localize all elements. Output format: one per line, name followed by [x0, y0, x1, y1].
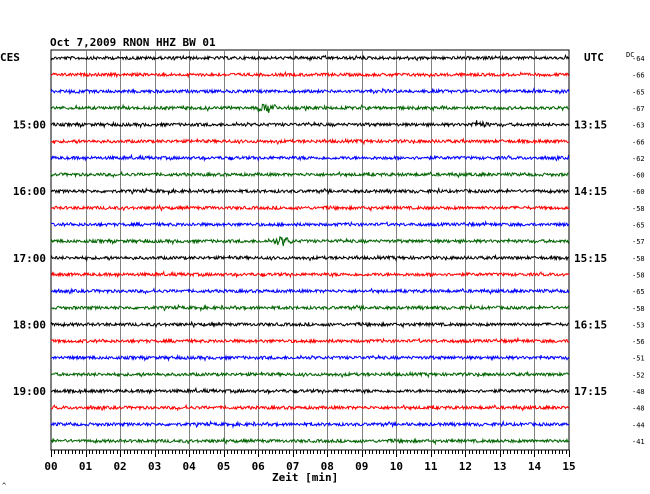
dc-offset-label: -65 [632, 222, 645, 230]
left-hour-labels: 15:00 16:00 17:00 18:00 19:00 [13, 119, 46, 398]
x-tick-label: 07 [286, 460, 299, 473]
dc-label: DC [626, 51, 634, 59]
right-hour-label: 13:15 [574, 119, 607, 132]
trace-24 [50, 437, 570, 446]
trace-18 [50, 336, 570, 345]
dc-offset-label: -66 [632, 138, 645, 146]
trace-7 [50, 153, 570, 163]
x-tick-label: 02 [113, 460, 126, 473]
x-tick-label: 15 [562, 460, 575, 473]
right-hour-label: 15:15 [574, 252, 607, 265]
left-hour-label: 19:00 [13, 385, 46, 398]
left-hour-label: 17:00 [13, 252, 46, 265]
x-axis: 00 01 02 03 04 05 06 07 08 09 10 11 12 13 14 15 [44, 450, 576, 473]
chart-title: Oct 7,2009 RNON HHZ BW 01 [50, 36, 216, 49]
x-tick-label: 11 [424, 460, 438, 473]
dc-offset-label: -52 [632, 371, 645, 379]
right-hour-label: 16:15 [574, 318, 607, 331]
trace-9 [50, 186, 569, 196]
dc-offset-label: -64 [632, 55, 645, 63]
left-hour-label: 16:00 [13, 185, 46, 198]
x-tick-label: 06 [252, 460, 266, 473]
left-timezone-label: CES [0, 51, 20, 64]
x-tick-label: 12 [459, 460, 472, 473]
trace-22 [50, 403, 570, 412]
chart-grid [50, 49, 570, 451]
dc-offset-label: -63 [632, 122, 645, 130]
dc-offset-label: -62 [632, 155, 645, 163]
trace-17 [50, 320, 570, 329]
trace-13 [50, 253, 570, 263]
right-hour-label: 17:15 [574, 385, 607, 398]
trace-23 [50, 419, 570, 429]
dc-offset-label: -48 [632, 388, 645, 396]
x-tick-label: 10 [390, 460, 403, 473]
dc-offset-label: -65 [632, 88, 645, 96]
right-hour-label: 14:15 [574, 185, 607, 198]
dc-offset-label: -58 [632, 205, 645, 213]
trace-1 [50, 53, 570, 63]
left-hour-label: 15:00 [13, 119, 46, 132]
footnote-mark: ^ [2, 482, 6, 490]
x-tick-label: 01 [79, 460, 93, 473]
dc-offset-label: -48 [632, 405, 645, 413]
trace-6 [50, 137, 570, 146]
x-tick-label: 00 [44, 460, 57, 473]
trace-8 [50, 170, 570, 179]
dc-offset-label: -58 [632, 255, 645, 263]
trace-2 [50, 70, 570, 79]
trace-3 [50, 87, 570, 95]
dc-offset-label: -41 [632, 438, 645, 446]
dc-offset-label: -51 [632, 355, 645, 363]
x-tick-label: 09 [355, 460, 368, 473]
trace-20 [50, 370, 570, 379]
dc-offset-label: -66 [632, 72, 645, 80]
dc-offset-label: -60 [632, 172, 645, 180]
trace-16 [50, 303, 570, 313]
left-hour-label: 18:00 [13, 318, 46, 331]
trace-5 [50, 120, 570, 129]
dc-offset-labels: -64 -66 -65 -67 -63 -66 -62 -60 -60 -58 -65 -57 -58 -… [632, 55, 645, 446]
x-tick-label: 04 [183, 460, 197, 473]
trace-14 [50, 270, 570, 279]
trace-4 [50, 103, 570, 114]
dc-offset-label: -58 [632, 305, 645, 313]
dc-offset-label: -56 [632, 338, 645, 346]
dc-offset-label: -65 [632, 288, 645, 296]
dc-offset-label: -53 [632, 321, 645, 329]
x-axis-label: Zeit [min] [272, 471, 338, 484]
trace-11 [51, 219, 570, 228]
trace-12 [50, 236, 570, 247]
dc-offset-label: -57 [632, 238, 645, 246]
dc-offset-label: -67 [632, 105, 645, 113]
dc-offset-label: -58 [632, 271, 645, 279]
right-hour-labels: 13:15 14:15 15:15 16:15 17:15 [574, 119, 607, 398]
dc-offset-label: -60 [632, 188, 645, 196]
x-tick-label: 05 [217, 460, 230, 473]
x-tick-label: 08 [321, 460, 334, 473]
x-tick-label: 13 [493, 460, 506, 473]
trace-10 [50, 204, 570, 213]
right-timezone-label: UTC [584, 51, 604, 64]
seismogram-traces [50, 53, 570, 446]
dc-offset-label: -44 [632, 421, 645, 429]
trace-19 [50, 353, 570, 362]
trace-21 [50, 386, 570, 396]
x-tick-label: 03 [148, 460, 161, 473]
x-tick-label: 14 [528, 460, 542, 473]
trace-15 [50, 287, 570, 296]
